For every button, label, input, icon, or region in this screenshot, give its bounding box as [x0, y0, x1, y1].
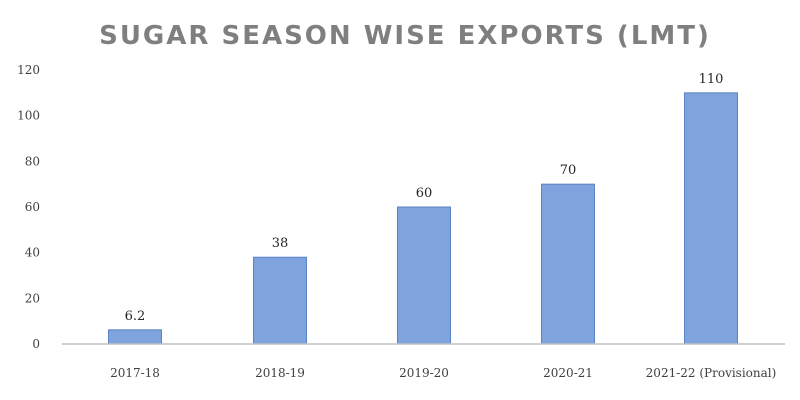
- bar-2021-22 (Provisional): [684, 92, 738, 345]
- data-label: 38: [272, 236, 289, 251]
- data-label: 110: [699, 72, 724, 87]
- x-tick-label: 2020-21: [543, 366, 593, 380]
- bar-2018-19: [253, 256, 307, 345]
- data-label: 60: [416, 186, 433, 201]
- y-tick-label: 20: [25, 291, 40, 305]
- data-label: 70: [560, 163, 577, 178]
- x-tick-label: 2018-19: [255, 366, 305, 380]
- y-tick-label: 120: [17, 63, 40, 77]
- y-tick-label: 80: [25, 154, 40, 168]
- bar-2020-21: [541, 183, 595, 345]
- chart-title: SUGAR SEASON WISE EXPORTS (LMT): [99, 21, 711, 51]
- x-tick-label: 2019-20: [399, 366, 449, 380]
- x-tick-label: 2021-22 (Provisional): [646, 366, 777, 380]
- y-tick-label: 60: [25, 200, 40, 214]
- y-tick-label: 100: [17, 109, 40, 123]
- bars: 6.2 38 60 70 110: [108, 72, 738, 345]
- x-tick-label: 2017-18: [110, 366, 160, 380]
- y-tick-label: 0: [32, 337, 40, 351]
- y-axis: 0 20 40 60 80 100 120: [17, 63, 40, 351]
- y-tick-label: 40: [25, 246, 40, 260]
- bar-2017-18: [108, 329, 162, 345]
- bar-2019-20: [397, 206, 451, 345]
- data-label: 6.2: [125, 309, 146, 324]
- x-axis: 2017-18 2018-19 2019-20 2020-21 2021-22 (Pro…: [110, 366, 776, 380]
